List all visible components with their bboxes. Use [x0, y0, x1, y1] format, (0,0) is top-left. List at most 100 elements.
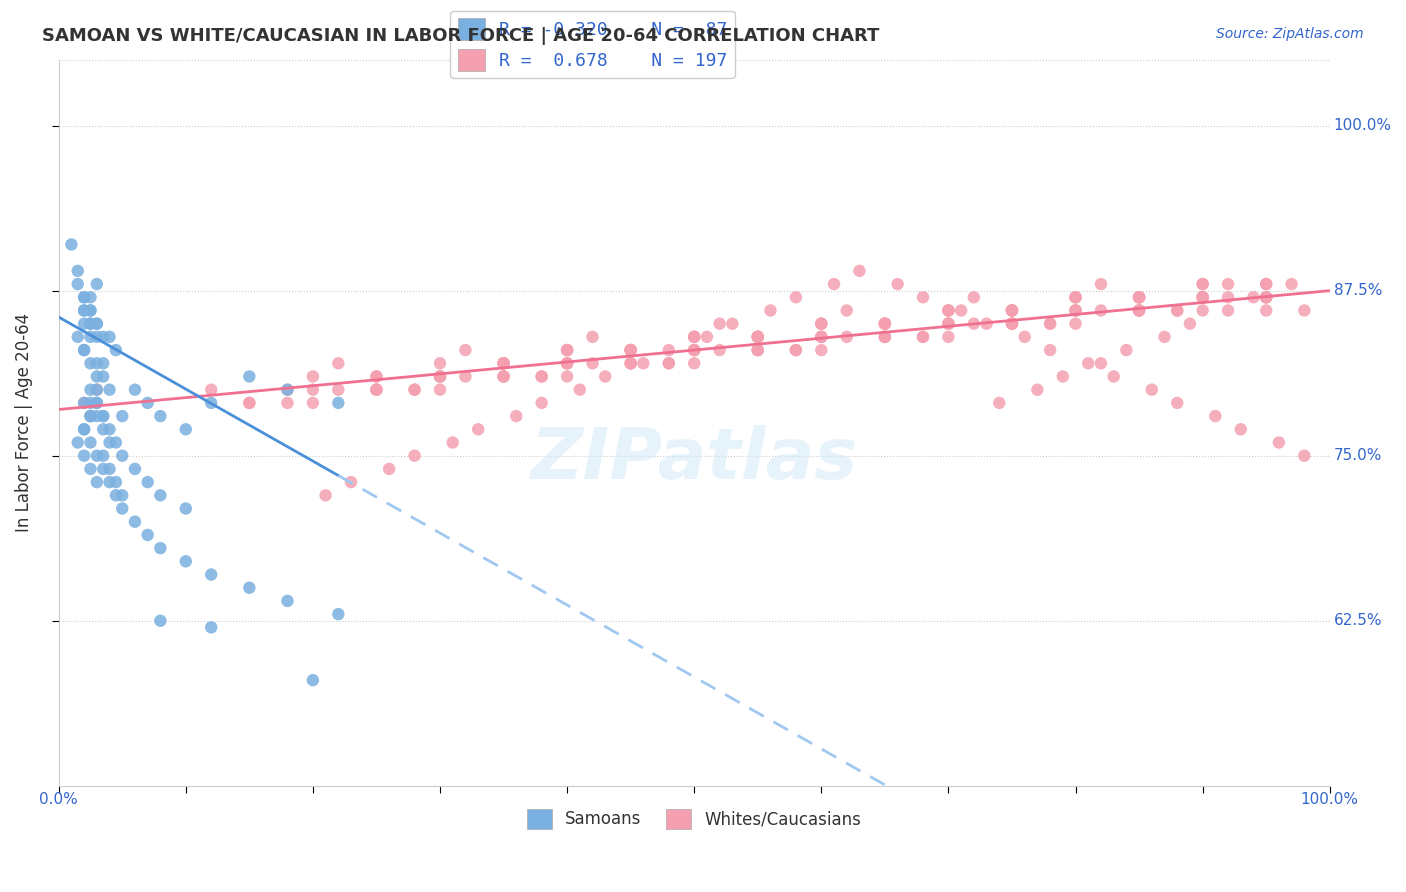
Point	[1191, 290, 1213, 304]
Point	[1128, 290, 1150, 304]
Point	[1014, 330, 1036, 344]
Point	[429, 369, 451, 384]
Text: 0.0%: 0.0%	[39, 792, 79, 807]
Point	[810, 330, 832, 344]
Point	[759, 303, 782, 318]
Point	[1153, 330, 1175, 344]
Point	[658, 356, 681, 370]
Point	[86, 396, 108, 410]
Point	[66, 264, 89, 278]
Point	[111, 501, 134, 516]
Point	[747, 343, 769, 357]
Point	[79, 356, 101, 370]
Point	[1064, 303, 1087, 318]
Point	[1001, 317, 1024, 331]
Point	[276, 383, 298, 397]
Point	[238, 396, 260, 410]
Point	[683, 343, 706, 357]
Point	[555, 356, 578, 370]
Point	[492, 356, 515, 370]
Point	[1039, 343, 1062, 357]
Point	[441, 435, 464, 450]
Point	[810, 330, 832, 344]
Point	[91, 409, 114, 423]
Point	[848, 264, 870, 278]
Point	[276, 396, 298, 410]
Point	[104, 435, 127, 450]
Point	[200, 396, 222, 410]
Point	[404, 383, 426, 397]
Point	[467, 422, 489, 436]
Point	[1064, 317, 1087, 331]
Point	[86, 330, 108, 344]
Point	[79, 290, 101, 304]
Point	[1191, 290, 1213, 304]
Point	[1090, 303, 1112, 318]
Point	[683, 330, 706, 344]
Point	[98, 475, 121, 489]
Point	[86, 475, 108, 489]
Point	[98, 435, 121, 450]
Point	[721, 317, 744, 331]
Point	[366, 383, 388, 397]
Point	[454, 369, 477, 384]
Point	[747, 330, 769, 344]
Point	[73, 396, 96, 410]
Point	[136, 396, 159, 410]
Point	[73, 422, 96, 436]
Point	[124, 462, 146, 476]
Point	[1128, 290, 1150, 304]
Point	[86, 369, 108, 384]
Point	[366, 369, 388, 384]
Point	[136, 528, 159, 542]
Point	[238, 369, 260, 384]
Point	[1102, 369, 1125, 384]
Point	[149, 614, 172, 628]
Point	[404, 383, 426, 397]
Point	[873, 317, 896, 331]
Text: 75.0%: 75.0%	[1333, 448, 1382, 463]
Point	[581, 356, 603, 370]
Point	[620, 356, 643, 370]
Point	[938, 303, 960, 318]
Point	[555, 356, 578, 370]
Point	[1256, 303, 1278, 318]
Point	[86, 317, 108, 331]
Point	[1281, 277, 1303, 291]
Point	[104, 488, 127, 502]
Point	[104, 475, 127, 489]
Text: 87.5%: 87.5%	[1333, 283, 1382, 298]
Point	[366, 369, 388, 384]
Point	[747, 343, 769, 357]
Point	[823, 277, 845, 291]
Point	[810, 330, 832, 344]
Point	[79, 409, 101, 423]
Point	[709, 317, 731, 331]
Point	[492, 356, 515, 370]
Point	[747, 330, 769, 344]
Point	[302, 369, 325, 384]
Point	[98, 422, 121, 436]
Point	[530, 396, 553, 410]
Point	[111, 449, 134, 463]
Point	[785, 343, 807, 357]
Point	[1268, 435, 1291, 450]
Point	[555, 343, 578, 357]
Point	[124, 383, 146, 397]
Point	[1090, 356, 1112, 370]
Point	[276, 383, 298, 397]
Point	[976, 317, 998, 331]
Point	[73, 343, 96, 357]
Point	[873, 317, 896, 331]
Point	[1128, 303, 1150, 318]
Point	[492, 356, 515, 370]
Point	[530, 369, 553, 384]
Point	[328, 607, 350, 622]
Point	[1052, 369, 1074, 384]
Point	[505, 409, 527, 423]
Point	[86, 396, 108, 410]
Point	[620, 356, 643, 370]
Point	[683, 330, 706, 344]
Point	[620, 356, 643, 370]
Point	[1256, 290, 1278, 304]
